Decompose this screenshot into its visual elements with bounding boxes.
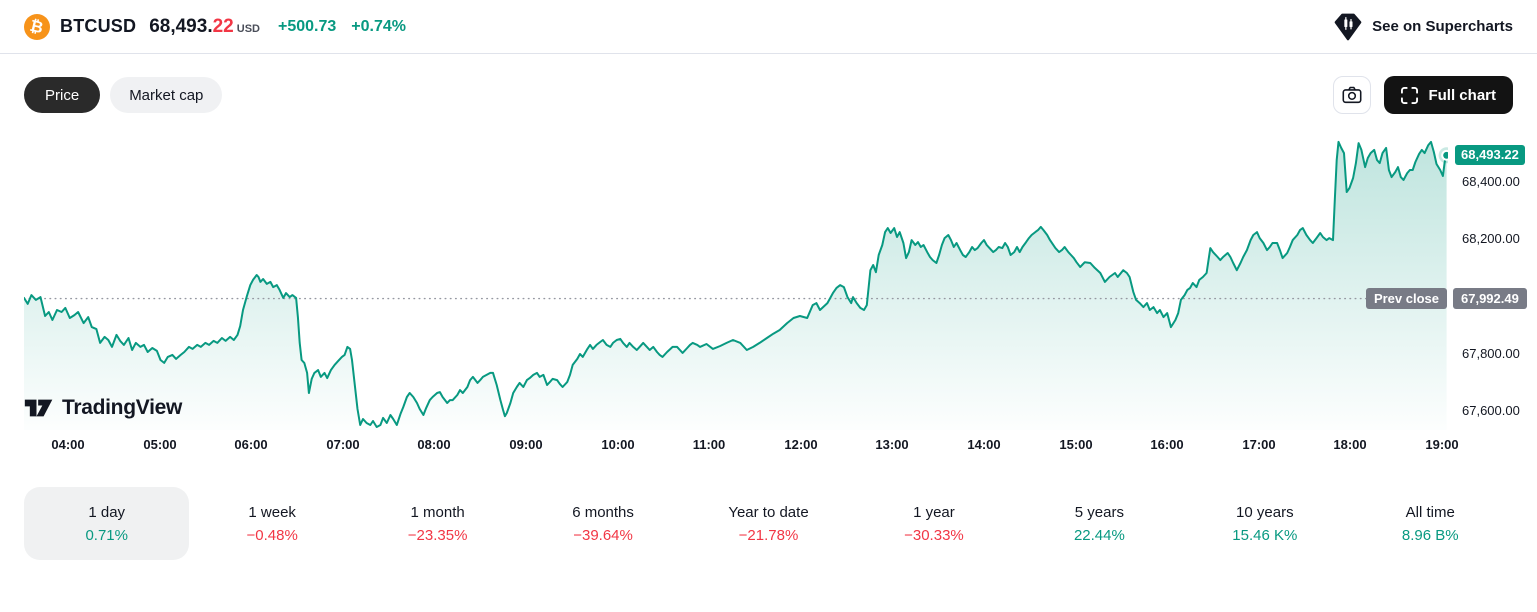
period-year-to-date[interactable]: Year to date −21.78% <box>686 487 851 560</box>
period-1-year[interactable]: 1 year −30.33% <box>851 487 1016 560</box>
supercharts-label: See on Supercharts <box>1372 18 1513 35</box>
period-10-years[interactable]: 10 years 15.46 K% <box>1182 487 1347 560</box>
period-label: Year to date <box>728 503 809 521</box>
price-marker-dot <box>1443 151 1448 159</box>
current-price-badge: 68,493.22 <box>1455 145 1525 165</box>
y-axis-label: 67,600.00 <box>1462 403 1520 418</box>
period-label: 10 years <box>1236 503 1294 521</box>
x-axis-label: 11:00 <box>692 437 726 452</box>
period-change: −23.35% <box>407 526 468 544</box>
period-change: −21.78% <box>738 526 799 544</box>
camera-icon <box>1342 86 1362 104</box>
symbol-label: BTCUSD <box>60 16 137 36</box>
x-axis-label: 09:00 <box>509 437 543 452</box>
fullscreen-icon <box>1401 86 1419 104</box>
supercharts-logo-icon <box>1334 13 1362 40</box>
x-axis-label: 04:00 <box>51 437 85 452</box>
period-change: −39.64% <box>573 526 633 544</box>
price-change: +500.73 +0.74% <box>278 18 406 36</box>
period-label: 1 month <box>410 503 465 521</box>
y-axis-label: 68,400.00 <box>1462 174 1520 189</box>
price-value: 68,493. 22 USD <box>149 16 260 38</box>
prev-close-value-badge: 67,992.49 <box>1453 288 1527 309</box>
y-axis-label: 67,800.00 <box>1462 346 1520 361</box>
area-fill <box>24 141 1447 430</box>
bitcoin-icon: ₿ <box>24 13 50 40</box>
period-row: 1 day 0.71% 1 week −0.48% 1 month −23.35… <box>24 487 1513 560</box>
supercharts-link[interactable]: See on Supercharts <box>1333 12 1513 42</box>
period-label: 1 day <box>88 503 126 521</box>
period-change: 22.44% <box>1073 526 1125 544</box>
x-axis-label: 07:00 <box>326 437 360 452</box>
x-axis-label: 19:00 <box>1425 437 1459 452</box>
period-5-years[interactable]: 5 years 22.44% <box>1017 487 1182 560</box>
x-axis-label: 05:00 <box>143 437 177 452</box>
x-axis-label: 08:00 <box>417 437 451 452</box>
period-label: 6 months <box>572 503 634 521</box>
tradingview-logo-icon <box>24 399 53 417</box>
period-change: 8.96 B% <box>1401 526 1459 544</box>
price-integer: 68,493. <box>149 15 213 37</box>
chart-region: 68,400.00 68,200.00 67,800.00 67,600.00 04:… <box>0 130 1537 460</box>
period-1-week[interactable]: 1 week −0.48% <box>189 487 354 560</box>
period-change: 15.46 K% <box>1232 526 1298 544</box>
period-label: 1 week <box>248 503 296 521</box>
period-label: All time <box>1405 503 1455 521</box>
tab-market-cap[interactable]: Market cap <box>110 77 223 113</box>
x-axis-label: 14:00 <box>967 437 1001 452</box>
period-label: 5 years <box>1074 503 1124 521</box>
period-change: 0.71% <box>85 526 128 544</box>
tradingview-watermark[interactable]: TradingView <box>24 396 182 420</box>
x-axis-label: 13:00 <box>875 437 909 452</box>
full-chart-label: Full chart <box>1428 86 1496 104</box>
toolbar: Price Market cap Full chart <box>0 54 1537 114</box>
x-axis-label: 18:00 <box>1333 437 1367 452</box>
period-change: −30.33% <box>904 526 964 544</box>
price-change-pct: +0.74% <box>351 17 406 35</box>
x-axis-label: 12:00 <box>784 437 818 452</box>
x-axis-label: 16:00 <box>1150 437 1184 452</box>
snapshot-button[interactable] <box>1333 76 1372 114</box>
period-change: −0.48% <box>246 526 298 544</box>
price-line <box>24 140 1448 428</box>
period-label: 1 year <box>913 503 955 521</box>
widget-header: ₿ BTCUSD 68,493. 22 USD +500.73 +0.74% See… <box>0 0 1537 54</box>
price-currency: USD <box>236 22 260 35</box>
period-all-time[interactable]: All time 8.96 B% <box>1348 487 1513 560</box>
period-6-months[interactable]: 6 months −39.64% <box>520 487 685 560</box>
watermark-label: TradingView <box>62 396 183 419</box>
period-1-month[interactable]: 1 month −23.35% <box>355 487 520 560</box>
x-axis-label: 17:00 <box>1242 437 1276 452</box>
prev-close-badge: Prev close <box>1365 288 1447 309</box>
price-decimals: 22 <box>212 15 234 37</box>
x-axis-label: 10:00 <box>601 437 635 452</box>
y-axis-label: 68,200.00 <box>1462 231 1520 246</box>
x-axis-label: 15:00 <box>1059 437 1093 452</box>
full-chart-button[interactable]: Full chart <box>1384 76 1513 114</box>
tab-price[interactable]: Price <box>24 77 101 113</box>
period-1-day[interactable]: 1 day 0.71% <box>24 487 190 560</box>
price-chart-svg[interactable] <box>24 130 1448 432</box>
x-axis-label: 06:00 <box>234 437 268 452</box>
price-change-abs: +500.73 <box>277 17 337 35</box>
